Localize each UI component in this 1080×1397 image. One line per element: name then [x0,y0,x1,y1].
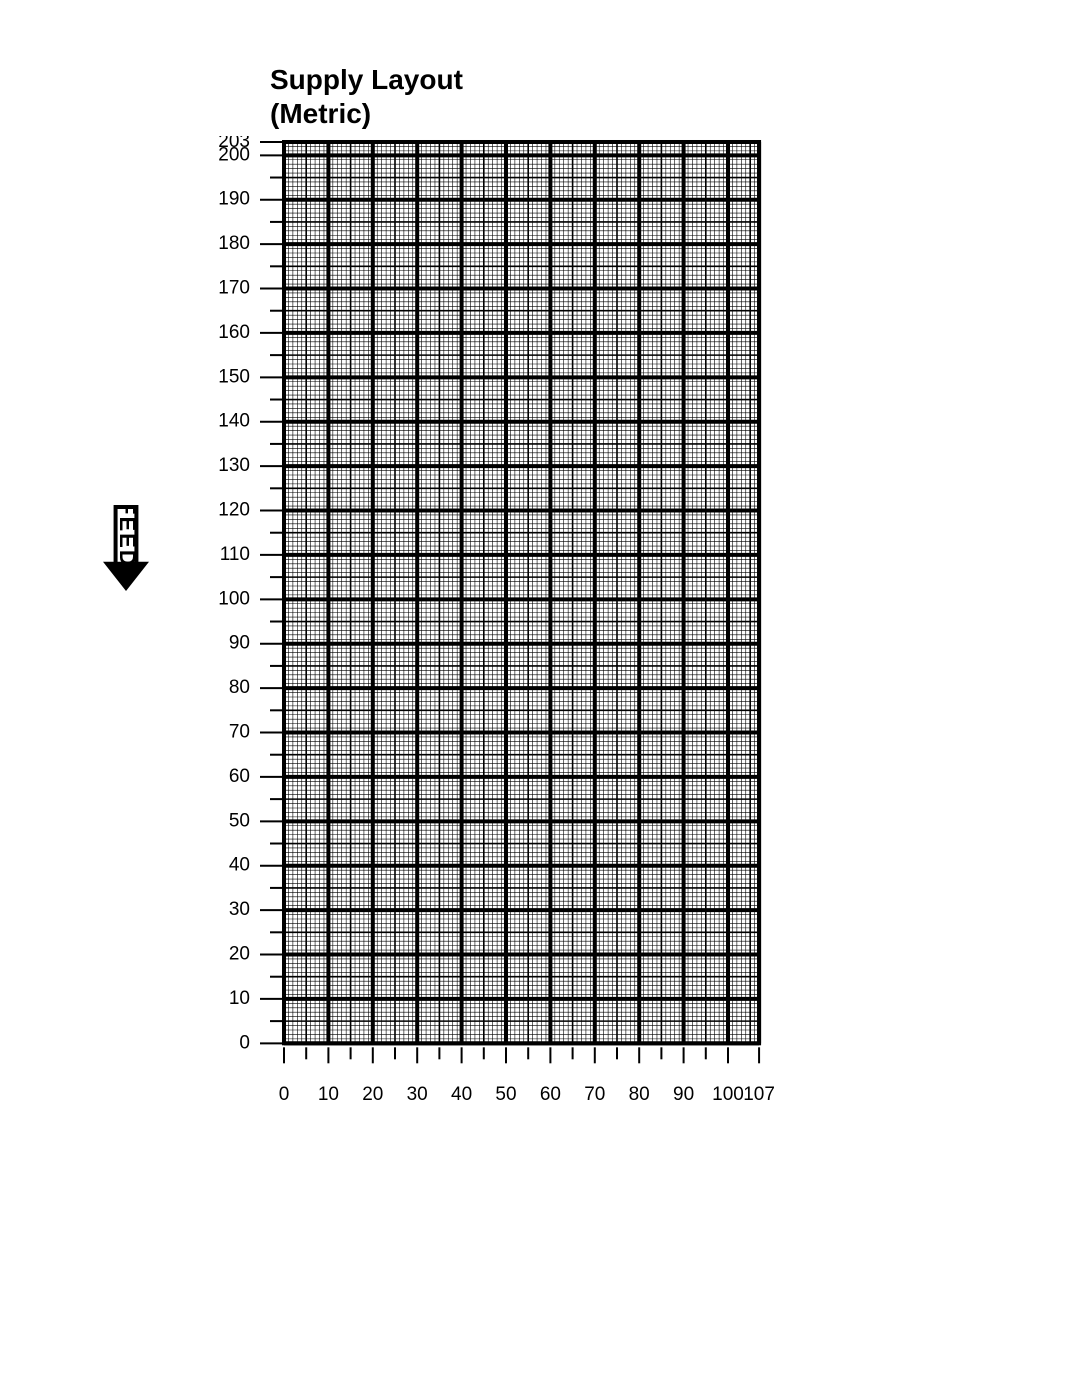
x-axis-label: 0 [279,1084,290,1103]
y-axis-label: 140 [218,411,250,432]
y-axis-label: 90 [229,633,250,654]
y-axis-label: 0 [239,1032,250,1053]
x-axis-label: 20 [362,1084,383,1103]
x-axis-label: 40 [451,1084,472,1103]
layout-grid: 0102030405060708090100110120130140150160… [214,136,789,1108]
y-axis-label: 160 [218,322,250,343]
y-axis-label: 150 [218,366,250,387]
page-title: Supply Layout (Metric) [270,63,463,131]
x-axis-label: 30 [407,1084,428,1103]
x-axis-label: 50 [495,1084,516,1103]
y-axis-label: 110 [220,544,250,565]
x-axis-label: 10 [318,1084,339,1103]
y-axis-label: 170 [218,278,250,299]
x-axis-label: 90 [673,1084,694,1103]
x-axis-label: 100 [712,1084,744,1103]
feed-label: FEED [115,505,140,568]
y-axis-label: 50 [229,810,250,831]
y-axis-label: 190 [218,189,250,210]
y-axis-label: 40 [229,855,250,876]
y-axis-label: 120 [218,500,250,521]
y-axis-label: 203 [218,136,250,152]
x-axis-label: 60 [540,1084,561,1103]
y-axis-label: 20 [229,944,250,965]
y-axis-label: 30 [229,899,250,920]
y-axis-label: 100 [218,588,250,609]
feed-arrow: FEED [103,505,149,591]
y-axis-label: 80 [229,677,250,698]
y-axis-label: 10 [229,988,250,1009]
y-axis-label: 180 [218,233,250,254]
y-axis-label: 70 [229,722,250,743]
y-axis-label: 60 [229,766,250,787]
x-axis-label: 107 [743,1084,775,1103]
x-axis-label: 80 [629,1084,650,1103]
x-axis-label: 70 [584,1084,605,1103]
y-axis-label: 130 [218,455,250,476]
